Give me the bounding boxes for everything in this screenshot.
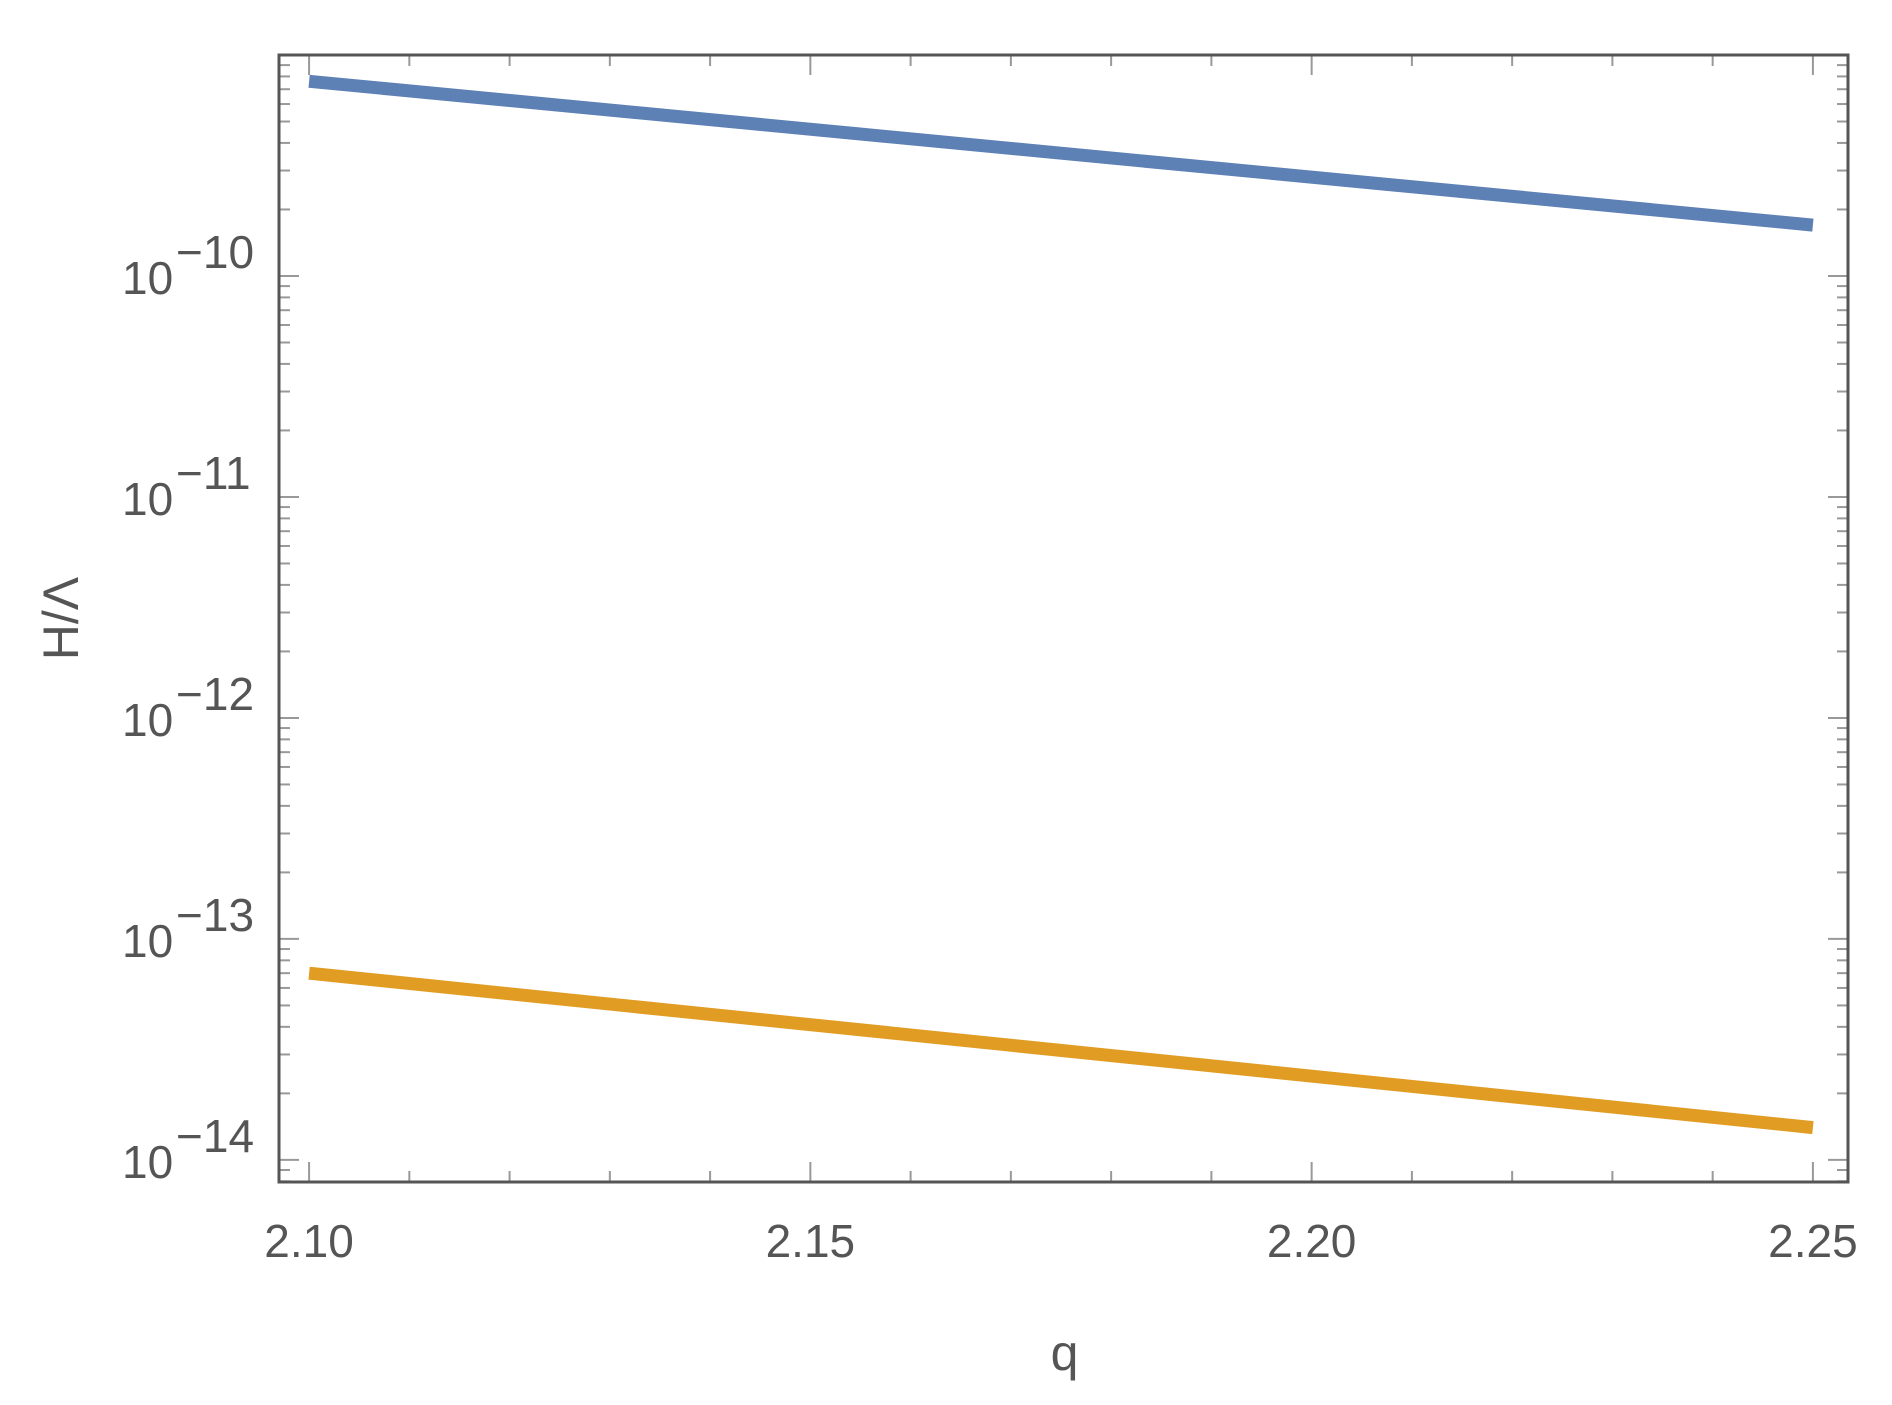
x-tick-label: 2.10 [264,1215,354,1267]
x-tick-label: 2.15 [766,1215,856,1267]
y-tick-label: 10 −12 [122,668,254,746]
y-tick-label-exponent: −12 [176,668,254,720]
y-tick-label-base: 10 [122,1136,173,1188]
series-line-1 [308,74,1814,232]
y-tick-label: 10 −13 [122,889,254,967]
x-tick-label: 2.25 [1768,1215,1858,1267]
y-tick-label-base: 10 [122,473,173,525]
y-tick-label-base: 10 [122,915,173,967]
y-tick-label-base: 10 [122,694,173,746]
y-tick-label-exponent: −14 [176,1110,254,1162]
y-tick-label: 10 −11 [122,447,251,525]
x-tick-label: 2.20 [1267,1215,1357,1267]
x-tick-labels: 2.10 2.15 2.20 2.25 [264,1215,1857,1267]
y-tick-label: 10 −14 [122,1110,254,1188]
y-tick-label: 10 −10 [122,226,254,304]
series-layer [308,74,1814,1135]
plot-frame [277,53,1850,1184]
major-ticks [279,54,1848,1182]
y-tick-label-base: 10 [122,252,173,304]
y-tick-label-exponent: −10 [176,226,254,278]
minor-ticks [279,55,1848,1183]
x-axis-title: q [1051,1325,1079,1381]
y-axis-title: H/Λ [33,576,89,660]
series-line-2 [308,966,1814,1135]
y-tick-label-exponent: −13 [176,889,254,941]
y-tick-label-exponent: −11 [176,447,251,499]
